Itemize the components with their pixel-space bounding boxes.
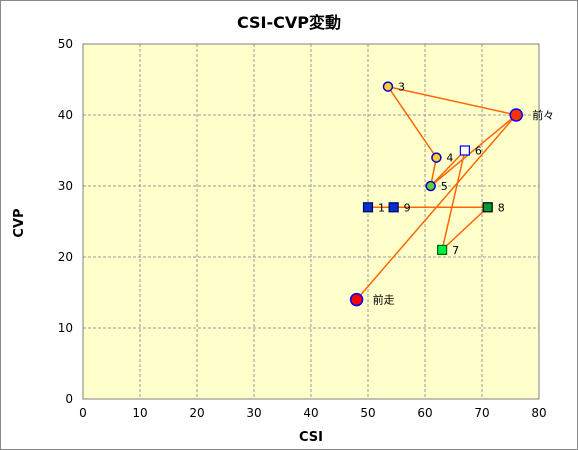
- x-tick-label: 0: [79, 406, 87, 420]
- data-point-marker: [509, 108, 523, 122]
- data-point-label: 9: [404, 201, 411, 214]
- y-tick-label: 20: [58, 250, 73, 264]
- x-tick-label: 10: [132, 406, 147, 420]
- x-tick-label: 40: [303, 406, 318, 420]
- x-tick-label: 30: [246, 406, 261, 420]
- data-point-marker: [425, 180, 436, 192]
- y-axis-label: CVP: [12, 208, 27, 237]
- data-point-marker: [437, 244, 448, 255]
- data-point-label: 8: [498, 201, 505, 214]
- y-tick-label: 50: [58, 37, 73, 51]
- data-point-label: 4: [446, 152, 453, 165]
- x-tick-label: 60: [417, 406, 432, 420]
- y-tick-label: 10: [58, 321, 73, 335]
- y-tick-label: 30: [58, 179, 73, 193]
- x-tick-label: 50: [360, 406, 375, 420]
- data-point-marker: [459, 145, 470, 156]
- plot-border: [82, 43, 540, 400]
- data-point-label: 1: [378, 201, 385, 214]
- x-tick-label: 80: [531, 406, 546, 420]
- data-point-label: 前々: [532, 108, 554, 122]
- plot-area: 0 10 20 30 40 50 60 70 80 0 10 20 30 40 50 前走 前々 3 4 5 6 7 8 1 9: [58, 37, 554, 420]
- chart-title: CSI-CVP変動: [237, 13, 341, 32]
- data-point-label: 7: [452, 244, 459, 257]
- data-point-marker: [382, 81, 394, 92]
- data-point-label: 5: [441, 180, 448, 193]
- data-point-label: 前走: [373, 293, 395, 307]
- data-point-marker: [388, 202, 399, 213]
- data-point-marker: [362, 202, 374, 213]
- data-point-label: 3: [398, 81, 405, 94]
- y-tick-label: 0: [65, 392, 73, 406]
- data-point-marker: [482, 202, 493, 213]
- data-point-marker: [349, 292, 364, 307]
- data-point-label: 6: [475, 145, 482, 158]
- x-tick-label: 20: [189, 406, 204, 420]
- data-point-marker: [431, 152, 442, 163]
- x-tick-label: 70: [474, 406, 489, 420]
- x-axis-label: CSI: [299, 430, 323, 445]
- y-tick-label: 40: [58, 108, 73, 122]
